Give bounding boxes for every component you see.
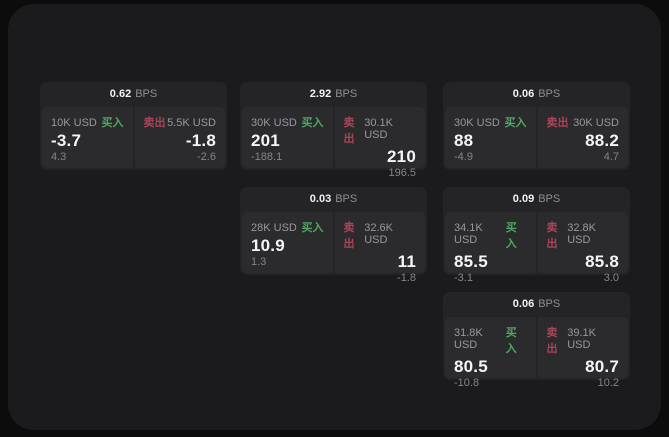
sell-tag: 卖出: [546, 327, 558, 355]
buy-price: 201: [251, 131, 280, 150]
buy-delta: 4.3: [51, 151, 67, 163]
sell-delta: -1.8: [397, 272, 416, 284]
buy-delta: -3.1: [454, 272, 473, 284]
buy-amount: 30K USD: [454, 117, 500, 129]
sell-tag: 卖出: [546, 117, 569, 129]
sell-amount: 39.1K USD: [567, 327, 596, 351]
sell-tag: 卖出: [546, 222, 558, 250]
buy-amount: 10K USD: [51, 117, 97, 129]
sell-tag: 卖出: [343, 222, 355, 250]
buy-panel[interactable]: 10K USD 买入 -3.7 4.3: [42, 107, 133, 168]
buy-amount: 30K USD: [251, 117, 297, 129]
spread-unit: BPS: [538, 193, 561, 205]
buy-panel[interactable]: 28K USD 买入 10.9 1.3: [242, 212, 333, 273]
quote-card: 0.06 BPS 30K USD 买入 88 -4.9 卖出 30K USD 8…: [443, 82, 630, 170]
sell-amount: 30.1K USD: [364, 117, 393, 141]
sell-amount: 5.5K USD: [167, 117, 216, 129]
sell-amount: 32.8K USD: [567, 222, 596, 246]
buy-panel[interactable]: 31.8K USD 买入 80.5 -10.8: [445, 317, 536, 389]
buy-panel[interactable]: 30K USD 买入 88 -4.9: [445, 107, 536, 168]
sell-amount: 30K USD: [573, 117, 619, 129]
buy-price: 85.5: [454, 252, 488, 271]
sell-delta: 196.5: [388, 167, 416, 179]
spread-value: 0.06: [512, 298, 535, 310]
quote-card: 0.03 BPS 28K USD 买入 10.9 1.3 卖出 32.6K US…: [240, 187, 427, 284]
sell-delta: 10.2: [597, 377, 619, 389]
buy-tag: 买入: [101, 117, 124, 129]
sell-tag: 卖出: [343, 117, 355, 145]
sell-delta: 3.0: [603, 272, 619, 284]
sell-price: 88.2: [585, 131, 619, 150]
spread-unit: BPS: [538, 298, 561, 310]
buy-delta: 1.3: [251, 256, 267, 268]
quote-board-window: 0.62 BPS 10K USD 买入 -3.7 4.3 卖出 5.5K USD…: [8, 4, 661, 430]
spread-unit: BPS: [538, 88, 561, 100]
buy-tag: 买入: [505, 327, 517, 355]
buy-delta: -10.8: [454, 377, 480, 389]
buy-tag: 买入: [504, 117, 527, 129]
sell-price: 210: [387, 147, 416, 166]
sell-delta: -2.6: [197, 151, 216, 163]
sell-amount: 32.6K USD: [364, 222, 393, 246]
spread-unit: BPS: [335, 88, 358, 100]
spread-value: 0.09: [512, 193, 535, 205]
sell-tag: 卖出: [143, 117, 166, 129]
spread-value: 0.62: [109, 88, 132, 100]
sell-price: 85.8: [585, 252, 619, 271]
sell-panel[interactable]: 卖出 32.6K USD 11 -1.8: [334, 212, 425, 284]
spread-unit: BPS: [335, 193, 358, 205]
buy-delta: -4.9: [454, 151, 473, 163]
sell-price: 11: [397, 252, 416, 271]
sell-panel[interactable]: 卖出 30.1K USD 210 196.5: [334, 107, 425, 179]
buy-amount: 28K USD: [251, 222, 297, 234]
buy-price: -3.7: [51, 131, 82, 150]
quote-card: 0.09 BPS 34.1K USD 买入 85.5 -3.1 卖出 32.8K…: [443, 187, 630, 284]
buy-tag: 买入: [505, 222, 517, 250]
buy-tag: 买入: [301, 117, 324, 129]
sell-panel[interactable]: 卖出 30K USD 88.2 4.7: [537, 107, 628, 168]
quote-card: 0.62 BPS 10K USD 买入 -3.7 4.3 卖出 5.5K USD…: [40, 82, 227, 170]
quote-card: 2.92 BPS 30K USD 买入 201 -188.1 卖出 30.1K …: [240, 82, 427, 179]
buy-tag: 买入: [301, 222, 324, 234]
spread-header: 0.03 BPS: [240, 187, 427, 212]
quote-card: 0.06 BPS 31.8K USD 买入 80.5 -10.8 卖出 39.1…: [443, 292, 630, 389]
sell-price: 80.7: [585, 357, 619, 376]
sell-panel[interactable]: 卖出 32.8K USD 85.8 3.0: [537, 212, 628, 284]
spread-value: 0.03: [309, 193, 332, 205]
spread-header: 0.06 BPS: [443, 292, 630, 317]
sell-price: -1.8: [185, 131, 216, 150]
spread-value: 2.92: [309, 88, 332, 100]
sell-panel[interactable]: 卖出 5.5K USD -1.8 -2.6: [134, 107, 225, 168]
buy-price: 88: [454, 131, 474, 150]
sell-panel[interactable]: 卖出 39.1K USD 80.7 10.2: [537, 317, 628, 389]
spread-unit: BPS: [135, 88, 158, 100]
spread-header: 0.62 BPS: [40, 82, 227, 107]
buy-delta: -188.1: [251, 151, 283, 163]
spread-value: 0.06: [512, 88, 535, 100]
spread-header: 0.06 BPS: [443, 82, 630, 107]
spread-header: 0.09 BPS: [443, 187, 630, 212]
buy-panel[interactable]: 34.1K USD 买入 85.5 -3.1: [445, 212, 536, 284]
buy-amount: 34.1K USD: [454, 222, 483, 246]
buy-price: 10.9: [251, 236, 285, 255]
sell-delta: 4.7: [603, 151, 619, 163]
buy-panel[interactable]: 30K USD 买入 201 -188.1: [242, 107, 333, 168]
buy-price: 80.5: [454, 357, 488, 376]
buy-amount: 31.8K USD: [454, 327, 483, 351]
spread-header: 2.92 BPS: [240, 82, 427, 107]
